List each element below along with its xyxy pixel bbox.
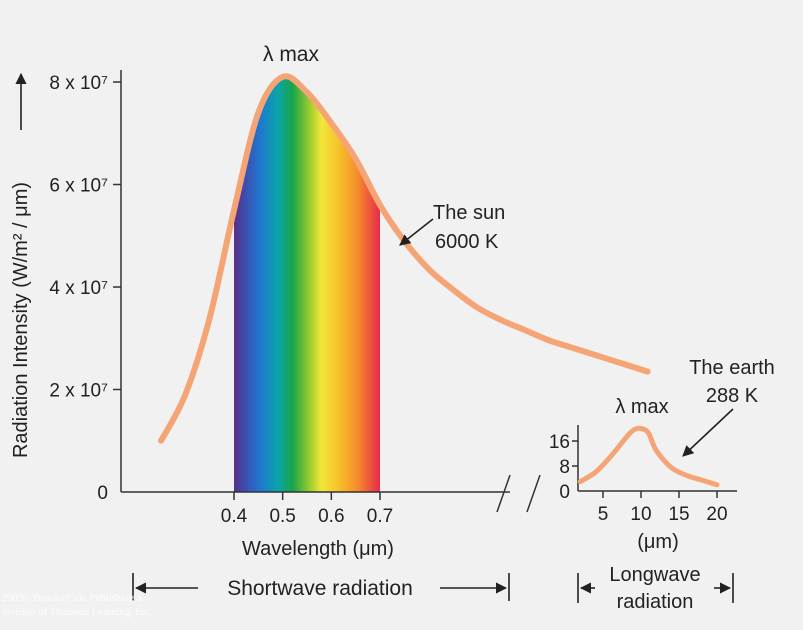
y-tick-label: 4 x 10⁷ [49, 278, 108, 299]
sun-curve-label-temp: 6000 K [435, 231, 499, 253]
x-axis-ticks: 0.4 0.5 0.6 0.7 [221, 492, 393, 527]
earth-curve-label-name: The earth [689, 357, 775, 379]
x-tick-label: 0.6 [318, 506, 344, 527]
axis-break-mark-left [496, 474, 511, 513]
sun-curve-label-name: The sun [433, 202, 505, 224]
sun-curve-line [158, 73, 651, 444]
x-tick-label: 0.7 [367, 506, 393, 527]
longwave-label-line1: Longwave [609, 564, 700, 586]
x-tick-label: 0.5 [269, 506, 295, 527]
longwave-label-line2: radiation [617, 591, 694, 613]
y-tick-label: 2 x 10⁷ [49, 381, 108, 402]
x-tick-label: 0.4 [221, 506, 248, 527]
earth-y-tick-label: 16 [549, 432, 570, 453]
shortwave-bracket: Shortwave radiation [132, 573, 510, 601]
earth-y-axis-ticks: 0 8 16 [549, 432, 578, 503]
y-tick-label: 8 x 10⁷ [49, 73, 108, 94]
x-axis-label: Wavelength (μm) [242, 538, 394, 560]
sun-label-pointer-arrow [399, 218, 434, 246]
longwave-bracket: Longwave radiation [577, 564, 734, 613]
earth-x-axis-label: (μm) [637, 531, 679, 553]
y-tick-label: 0 [97, 483, 108, 504]
y-axis-ticks: 0 2 x 10⁷ 4 x 10⁷ 6 x 10⁷ 8 x 10⁷ [49, 73, 121, 504]
earth-label-pointer-arrow [682, 408, 734, 457]
axis-break-mark-right [526, 474, 541, 513]
earth-chart: 0 8 16 5 10 15 20 λ max The earth 288 K (μm) [549, 357, 775, 553]
earth-curve-line [577, 425, 720, 488]
earth-y-tick-label: 0 [559, 482, 570, 503]
sun-peak-label: λ max [263, 43, 320, 66]
earth-y-tick-label: 8 [559, 457, 570, 478]
shortwave-label: Shortwave radiation [227, 577, 413, 600]
earth-x-tick-label: 5 [598, 504, 609, 525]
earth-x-tick-label: 20 [706, 504, 727, 525]
y-tick-label: 6 x 10⁷ [49, 176, 108, 197]
y-axis-label: Radiation Intensity (W/m² / μm) [10, 182, 32, 458]
earth-curve-label-temp: 288 K [706, 385, 759, 407]
earth-x-tick-label: 15 [668, 504, 689, 525]
earth-peak-label: λ max [615, 396, 668, 418]
earth-x-tick-label: 10 [630, 504, 651, 525]
earth-x-axis-ticks: 5 10 15 20 [598, 491, 728, 525]
